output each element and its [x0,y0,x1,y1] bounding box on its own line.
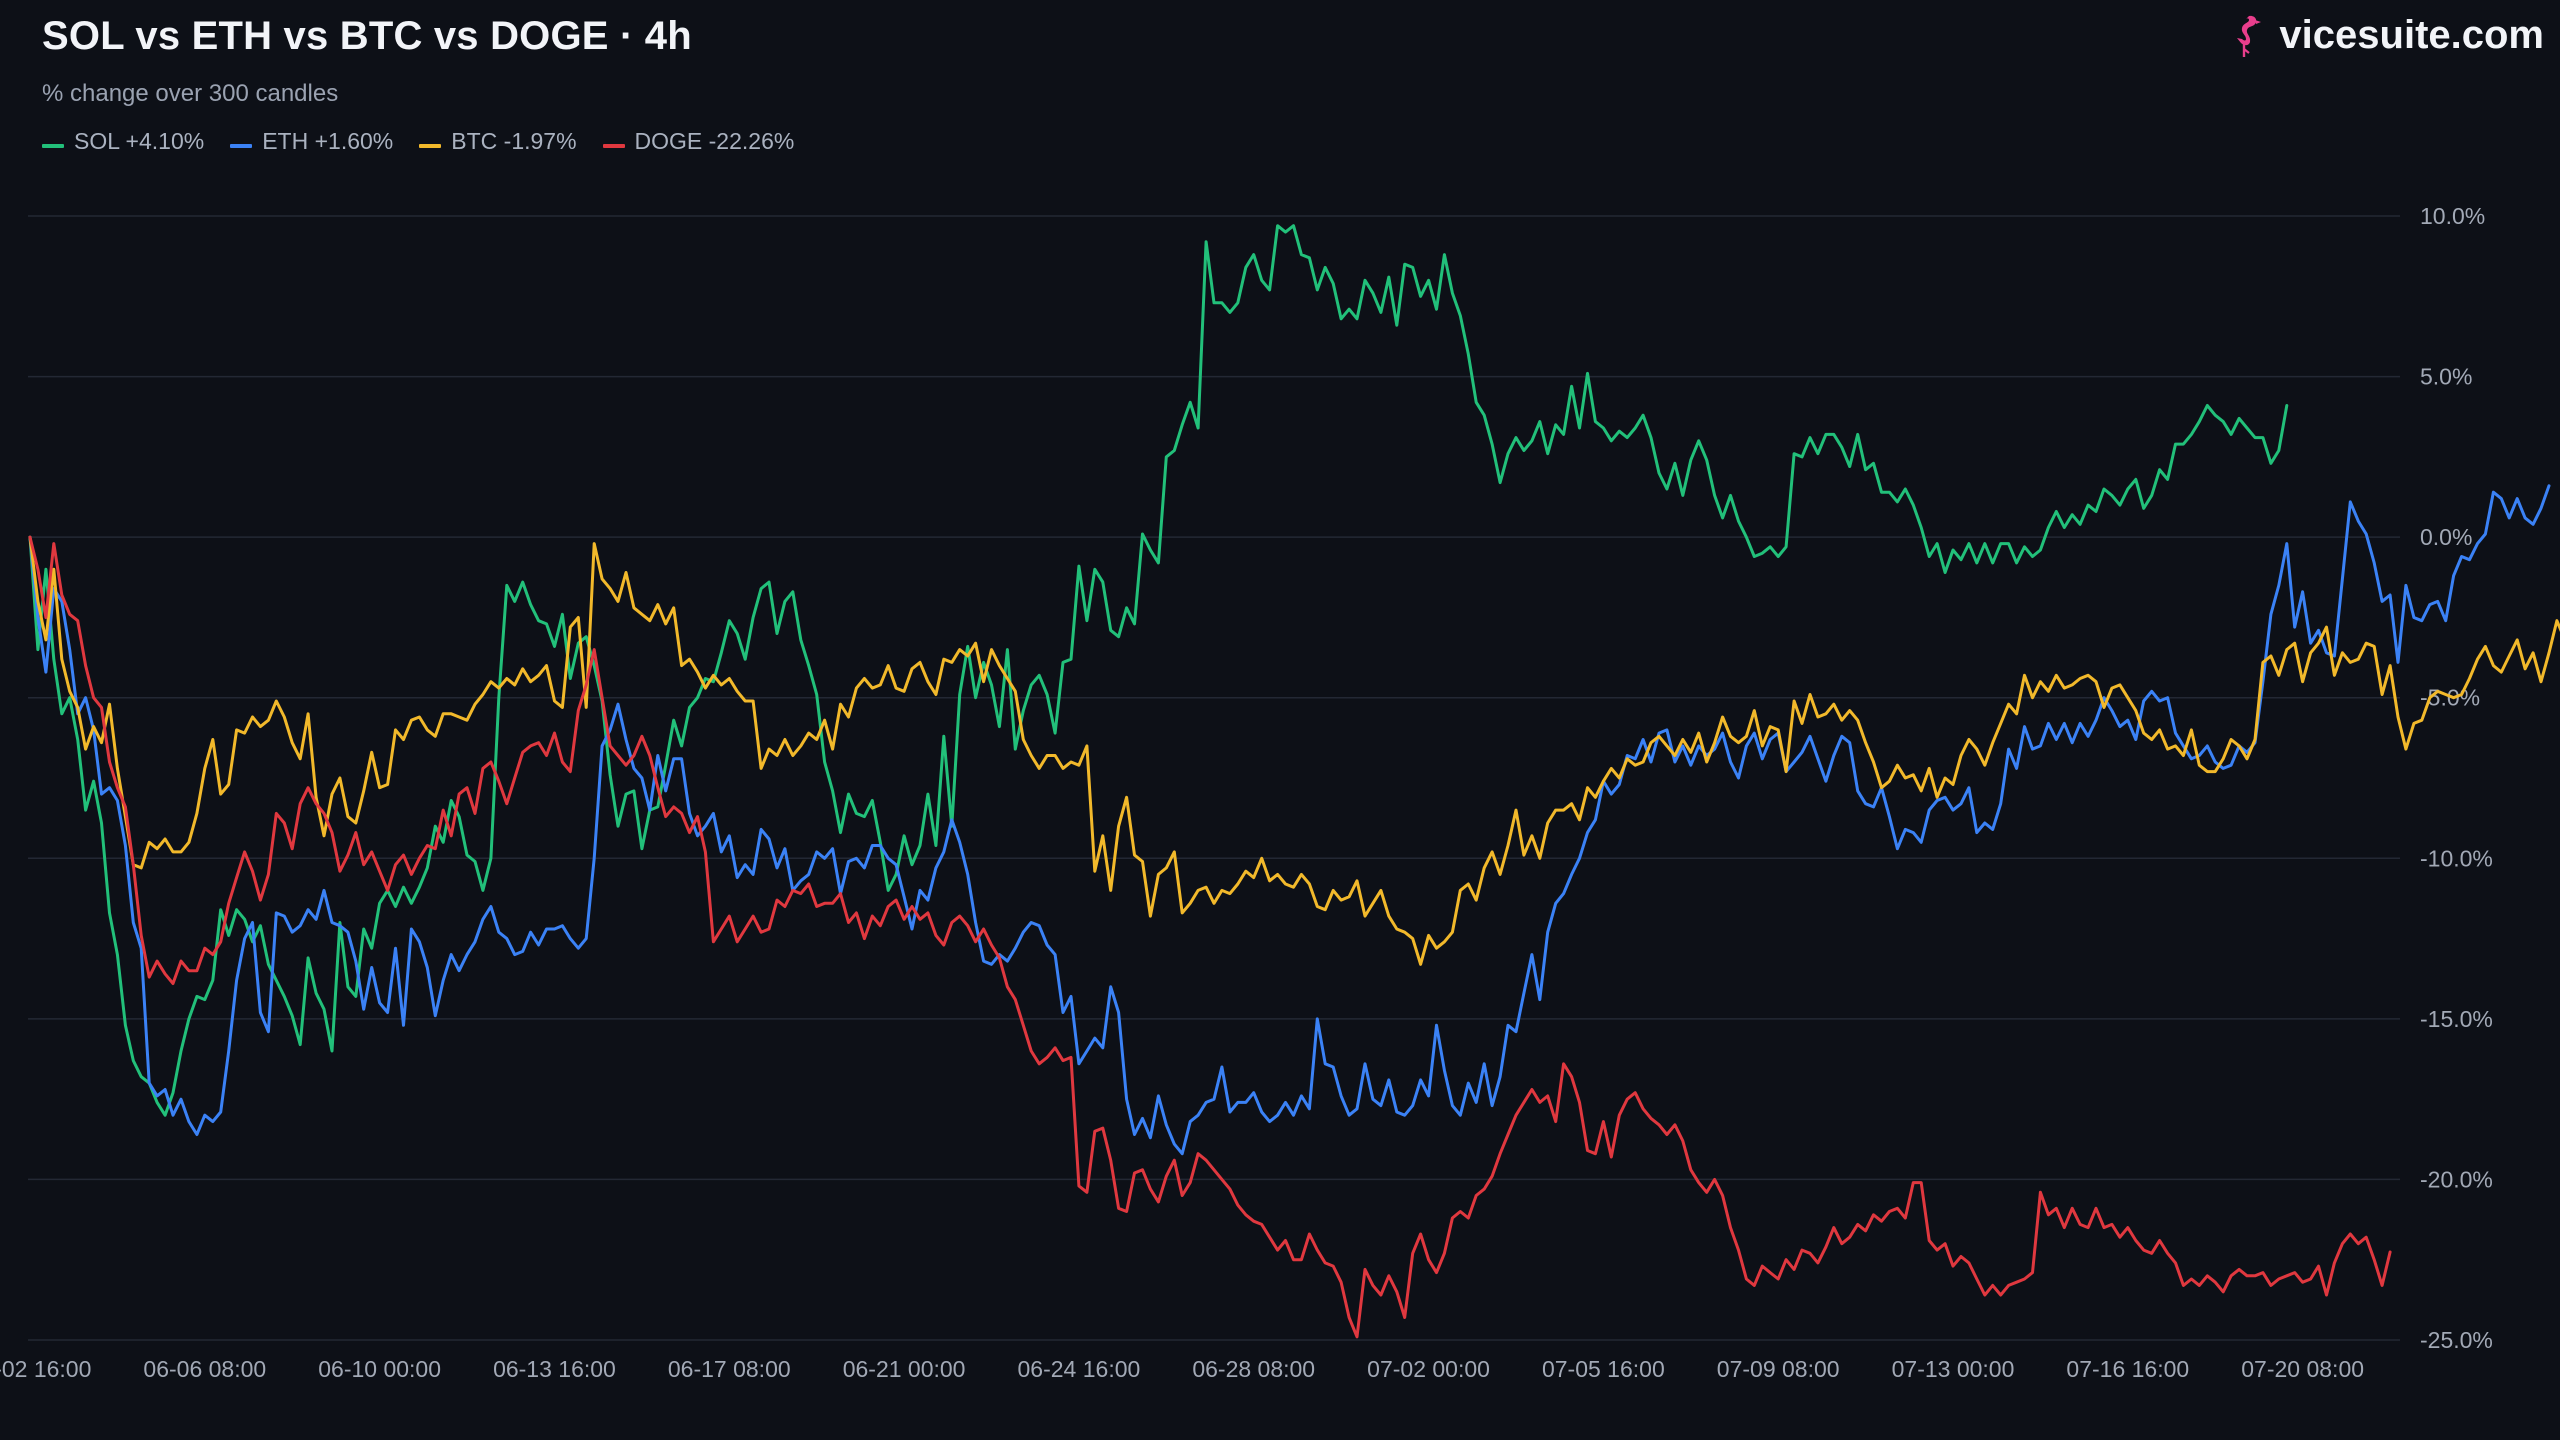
x-tick-label: 06-13 16:00 [493,1356,616,1382]
y-tick-label: 5.0% [2420,364,2472,390]
legend-label-btc: BTC -1.97% [451,128,577,154]
x-tick-label: 07-09 08:00 [1717,1356,1840,1382]
x-tick-label: 06-02 16:00 [0,1356,91,1382]
series-line-btc[interactable] [28,535,2560,966]
x-tick-label: 06-21 00:00 [843,1356,966,1382]
chart-legend: SOL +4.10% ETH +1.60% BTC -1.97% DOGE -2… [42,128,794,155]
legend-item-doge[interactable]: DOGE -22.26% [602,128,795,155]
x-tick-label: 07-05 16:00 [1542,1356,1665,1382]
series-line-doge[interactable] [28,535,2392,1339]
legend-label-eth: ETH +1.60% [262,128,394,154]
legend-swatch-btc [419,143,442,148]
series-line-eth[interactable] [28,484,2551,1156]
legend-item-eth[interactable]: ETH +1.60% [230,128,393,155]
x-tick-label: 07-02 00:00 [1367,1356,1490,1382]
x-tick-label: 06-24 16:00 [1018,1356,1141,1382]
chart-title: SOL vs ETH vs BTC vs DOGE · 4h [42,14,692,58]
x-tick-label: 06-06 08:00 [143,1356,266,1382]
x-tick-label: 07-20 08:00 [2241,1356,2364,1382]
y-tick-label: 10.0% [2420,203,2485,229]
series-line-sol[interactable] [28,224,2289,1117]
brand[interactable]: vicesuite.com [2229,12,2544,58]
x-tick-label: 07-16 16:00 [2066,1356,2189,1382]
legend-swatch-sol [42,143,64,148]
y-tick-label: -20.0% [2420,1166,2493,1192]
y-axis-tick-labels: 10.0%5.0%0.0%-5.0%-10.0%-15.0%-20.0%-25.… [2420,203,2493,1353]
y-tick-label: -25.0% [2420,1327,2493,1353]
x-tick-label: 06-17 08:00 [668,1356,791,1382]
x-tick-label: 07-13 00:00 [1892,1356,2015,1382]
series-lines [28,224,2560,1339]
brand-name: vicesuite.com [2279,12,2544,57]
legend-swatch-doge [602,143,625,148]
legend-item-btc[interactable]: BTC -1.97% [419,128,577,155]
legend-swatch-eth [230,143,253,148]
chart-subtitle: % change over 300 candles [42,80,339,107]
y-tick-label: -15.0% [2420,1006,2493,1032]
x-tick-label: 06-28 08:00 [1192,1356,1315,1382]
legend-item-sol[interactable]: SOL +4.10% [42,128,204,155]
x-tick-label: 06-10 00:00 [318,1356,441,1382]
legend-label-doge: DOGE -22.26% [634,128,795,154]
y-tick-label: -10.0% [2420,845,2493,871]
grid-lines [28,215,2400,1341]
x-axis-tick-labels: 06-02 16:00 06-06 08:00 06-10 00:00 06-13 1… [0,1356,2364,1382]
flamingo-icon [2237,15,2262,57]
legend-label-sol: SOL +4.10% [74,128,205,154]
y-tick-label: 0.0% [2420,524,2472,550]
